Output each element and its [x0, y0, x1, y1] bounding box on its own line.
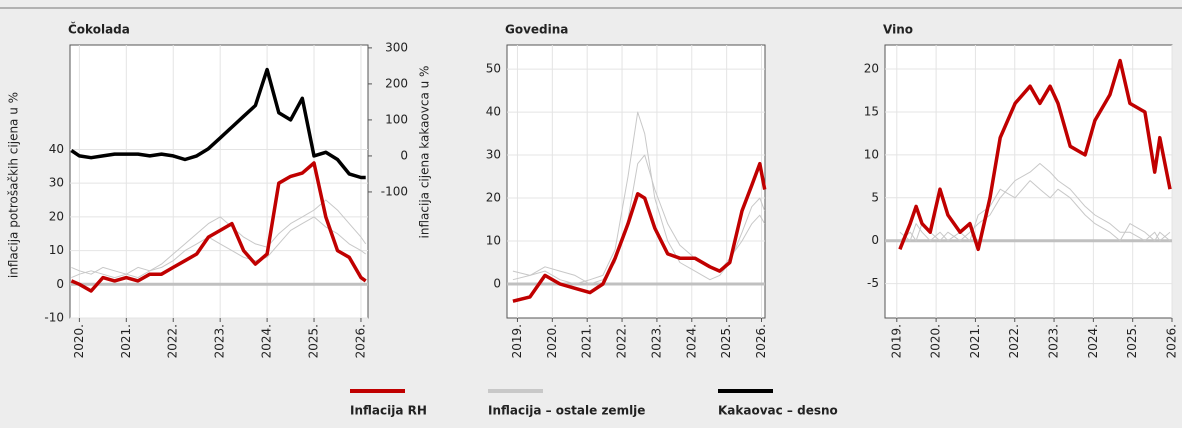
x-tick-label: 2026.: [353, 324, 367, 358]
plot-area: [69, 44, 369, 319]
x-tick-label: 2019.: [889, 324, 903, 358]
series-line: [899, 163, 1171, 242]
y-tick-label: 40: [49, 142, 64, 156]
series-line: [899, 180, 1171, 242]
x-tick-label: 2021.: [119, 324, 133, 358]
y2-tick-label: 100: [385, 112, 408, 126]
y-tick-label: 30: [49, 176, 64, 190]
series-line: [512, 154, 766, 285]
x-tick-label: 2024.: [684, 324, 698, 358]
legend-label: Inflacija – ostale zemlje: [488, 404, 645, 418]
x-tick-label: 2024.: [1086, 324, 1100, 358]
panel-title: Govedina: [505, 23, 568, 37]
series-line: [70, 161, 367, 293]
y2-tick-label: 200: [385, 76, 408, 90]
x-tick-label: 2023.: [649, 324, 663, 358]
panel-title: Čokolada: [68, 22, 130, 37]
x-tick-label: 2020.: [929, 324, 943, 358]
x-tick-label: 2026.: [754, 324, 768, 358]
series-line: [898, 58, 1172, 252]
series-line: [512, 111, 766, 285]
x-tick-label: 2023.: [213, 324, 227, 358]
panel-title: Vino: [883, 23, 913, 37]
x-tick-label: 2020.: [545, 324, 559, 358]
y-tick-label: 0: [493, 277, 501, 291]
y2-axis-label: inflacija cijena kakaovca u %: [418, 66, 432, 239]
x-tick-label: 2024.: [260, 324, 274, 358]
y2-tick-label: 0: [400, 148, 408, 162]
x-tick-label: 2023.: [1047, 324, 1061, 358]
y-axis-label: inflacija potrošačkih cijena u %: [7, 92, 21, 278]
series-line: [512, 161, 767, 303]
y-tick-label: 20: [864, 62, 879, 76]
x-tick-label: 2021.: [580, 324, 594, 358]
x-tick-label: 2022.: [166, 324, 180, 358]
y-tick-label: 15: [864, 104, 879, 118]
y-tick-label: 10: [49, 243, 64, 257]
x-tick-label: 2025.: [1125, 324, 1139, 358]
x-tick-label: 2022.: [1007, 324, 1021, 358]
y-tick-label: 20: [49, 209, 64, 223]
y-tick-label: -5: [867, 276, 879, 290]
x-tick-label: 2019.: [510, 324, 524, 358]
legend-label: Inflacija RH: [350, 404, 427, 418]
x-tick-label: 2026.: [1165, 324, 1179, 358]
legend-label: Kakaovac – desno: [718, 404, 838, 418]
y-tick-label: -10: [44, 311, 64, 325]
x-tick-label: 2022.: [615, 324, 629, 358]
x-tick-label: 2025.: [719, 324, 733, 358]
series-line: [71, 216, 366, 279]
y-tick-label: 40: [486, 105, 501, 119]
x-tick-label: 2020.: [72, 324, 86, 358]
y2-tick-label: -100: [381, 184, 408, 198]
y-tick-label: 0: [56, 277, 64, 291]
y-tick-label: 10: [864, 147, 879, 161]
y-tick-label: 30: [486, 148, 501, 162]
y-tick-label: 0: [871, 233, 879, 247]
y2-tick-label: 300: [385, 40, 408, 54]
y-tick-label: 20: [486, 191, 501, 205]
y-tick-label: 10: [486, 234, 501, 248]
x-tick-label: 2021.: [968, 324, 982, 358]
series-line: [70, 67, 366, 180]
y-tick-label: 50: [486, 62, 501, 76]
x-tick-label: 2025.: [307, 324, 321, 358]
y-tick-label: 5: [871, 190, 879, 204]
